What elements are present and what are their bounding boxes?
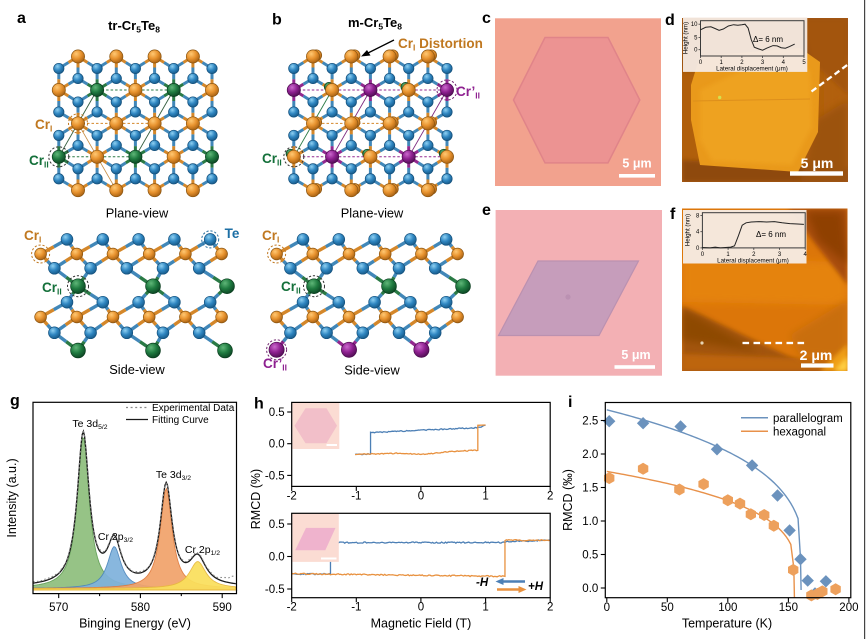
svg-text:RMCD (‰): RMCD (‰) (561, 469, 575, 531)
svg-text:580: 580 (131, 602, 150, 614)
svg-text:Height (nm): Height (nm) (683, 22, 690, 54)
svg-text:0.5: 0.5 (269, 407, 285, 419)
svg-text:-1: -1 (351, 602, 361, 614)
svg-text:10: 10 (691, 22, 698, 28)
svg-text:Plane-view: Plane-view (106, 206, 169, 221)
svg-text:4: 4 (804, 252, 808, 258)
svg-text:4: 4 (696, 230, 700, 236)
svg-text:f: f (670, 206, 676, 223)
svg-text:1.5: 1.5 (582, 483, 598, 495)
svg-text:Side-view: Side-view (344, 363, 400, 378)
svg-text:200: 200 (839, 602, 858, 614)
svg-text:Temperature (K): Temperature (K) (682, 617, 772, 631)
svg-text:Lateral displacement (μm): Lateral displacement (μm) (716, 66, 788, 73)
svg-text:-2: -2 (287, 490, 297, 502)
svg-text:0.0: 0.0 (269, 552, 285, 564)
svg-text:Fitting Curve: Fitting Curve (152, 415, 209, 426)
svg-text:Height (nm): Height (nm) (685, 214, 692, 246)
svg-text:Binging Energy (eV): Binging Energy (eV) (79, 617, 191, 631)
svg-text:0: 0 (418, 490, 424, 502)
svg-text:-0.5: -0.5 (265, 584, 285, 596)
svg-text:CrI Distortion: CrI Distortion (398, 36, 483, 52)
svg-text:b: b (272, 12, 282, 29)
svg-text:0.0: 0.0 (582, 583, 598, 595)
svg-text:-2: -2 (287, 602, 297, 614)
svg-text:-1: -1 (351, 490, 361, 502)
svg-text:d: d (665, 12, 675, 29)
svg-text:Δ= 6 nm: Δ= 6 nm (756, 230, 786, 239)
svg-text:parallelogram: parallelogram (773, 413, 843, 425)
svg-text:RMCD (%): RMCD (%) (249, 469, 263, 529)
svg-text:Experimental Data: Experimental Data (152, 403, 235, 414)
svg-text:1: 1 (720, 60, 724, 66)
svg-text:CrI: CrI (262, 228, 279, 244)
svg-text:0: 0 (694, 48, 698, 54)
svg-text:50: 50 (661, 602, 674, 614)
svg-text:3: 3 (761, 60, 765, 66)
svg-text:CrI: CrI (35, 117, 52, 133)
svg-text:1.0: 1.0 (582, 516, 598, 528)
svg-text:0.0: 0.0 (269, 439, 285, 451)
svg-text:Te: Te (225, 226, 240, 241)
svg-text:5: 5 (802, 60, 806, 66)
svg-text:2 μm: 2 μm (800, 347, 833, 363)
svg-text:Cr’II: Cr’II (263, 356, 287, 372)
svg-text:2: 2 (547, 602, 553, 614)
svg-text:a: a (17, 10, 26, 27)
svg-text:2: 2 (740, 60, 744, 66)
svg-text:m-Cr5Te8: m-Cr5Te8 (348, 15, 402, 31)
svg-text:1: 1 (482, 490, 488, 502)
svg-text:h: h (254, 396, 264, 413)
svg-text:CrII: CrII (281, 279, 301, 295)
svg-text:Lateral displacement (μm): Lateral displacement (μm) (717, 258, 789, 265)
svg-text:CrII: CrII (42, 280, 62, 296)
svg-text:e: e (482, 202, 491, 219)
svg-text:CrII: CrII (29, 153, 49, 169)
svg-text:2: 2 (547, 490, 553, 502)
svg-text:3: 3 (778, 252, 782, 258)
svg-text:-H: -H (476, 577, 489, 589)
svg-text:+H: +H (528, 581, 544, 593)
svg-text:Cr’II: Cr’II (456, 84, 480, 100)
svg-text:Plane-view: Plane-view (341, 206, 404, 221)
svg-text:1: 1 (482, 602, 488, 614)
svg-text:2: 2 (752, 252, 756, 258)
svg-text:-0.5: -0.5 (265, 470, 285, 482)
svg-text:Side-view: Side-view (109, 362, 165, 377)
svg-text:2.0: 2.0 (582, 449, 598, 461)
svg-text:5 μm: 5 μm (801, 155, 834, 171)
svg-text:8: 8 (696, 214, 700, 220)
svg-text:0: 0 (696, 246, 700, 252)
svg-text:1: 1 (726, 252, 730, 258)
svg-text:CrI: CrI (24, 228, 41, 244)
svg-text:100: 100 (718, 602, 737, 614)
svg-text:hexagonal: hexagonal (773, 427, 826, 439)
svg-text:Magnetic Field (T): Magnetic Field (T) (371, 617, 472, 631)
svg-text:CrII: CrII (262, 151, 282, 167)
svg-text:150: 150 (779, 602, 798, 614)
svg-text:2.5: 2.5 (582, 416, 598, 428)
svg-text:0.5: 0.5 (582, 550, 598, 562)
svg-text:0: 0 (604, 602, 610, 614)
svg-text:4: 4 (782, 60, 786, 66)
svg-text:0: 0 (699, 60, 703, 66)
svg-text:i: i (568, 394, 572, 411)
svg-text:g: g (10, 393, 20, 410)
svg-text:c: c (482, 10, 491, 27)
svg-text:0: 0 (701, 252, 705, 258)
svg-text:Δ= 6 nm: Δ= 6 nm (753, 35, 783, 44)
svg-text:590: 590 (213, 602, 232, 614)
svg-text:0: 0 (418, 602, 424, 614)
svg-text:5: 5 (694, 36, 698, 42)
svg-text:570: 570 (49, 602, 68, 614)
svg-text:5 μm: 5 μm (622, 157, 651, 171)
svg-text:tr-Cr5Te8: tr-Cr5Te8 (108, 18, 160, 34)
svg-text:0.5: 0.5 (269, 519, 285, 531)
svg-text:Intensity (a.u.): Intensity (a.u.) (5, 458, 19, 537)
svg-text:5 μm: 5 μm (621, 348, 650, 362)
